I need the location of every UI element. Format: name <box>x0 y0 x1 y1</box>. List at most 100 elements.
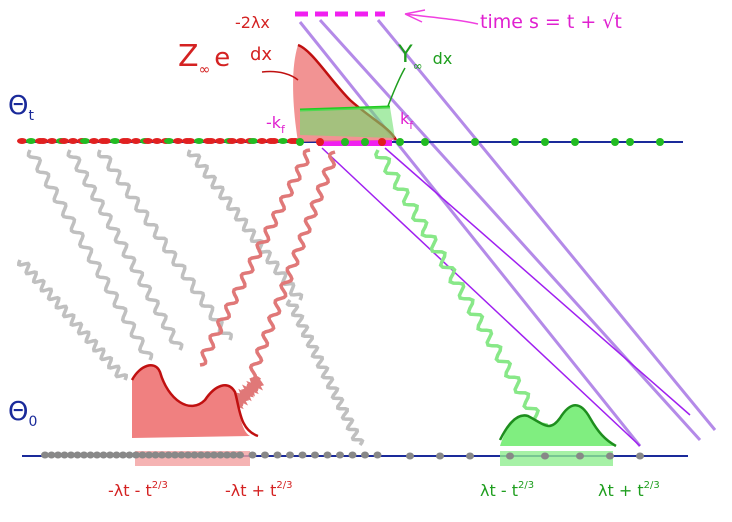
red-path <box>199 148 311 367</box>
particle <box>421 138 429 146</box>
particle <box>378 138 386 146</box>
particle <box>80 138 90 144</box>
z-e: e <box>214 43 230 73</box>
b4-label: λt + t2/3 <box>598 480 660 500</box>
particle <box>54 451 62 459</box>
b1-exp: 2/3 <box>152 480 168 491</box>
particle <box>68 138 78 144</box>
particle <box>361 451 369 459</box>
purple-line <box>384 147 691 416</box>
particle <box>138 451 147 459</box>
particle <box>197 451 205 459</box>
right-window <box>500 451 613 466</box>
gray-path <box>16 259 129 381</box>
particle <box>286 451 294 459</box>
y-main: Y <box>397 40 413 68</box>
particle <box>278 138 288 144</box>
z-dx: dx <box>250 44 272 65</box>
particle <box>152 138 162 144</box>
particle <box>215 138 225 144</box>
green-path <box>374 149 549 433</box>
b3-exp: 2/3 <box>518 480 534 491</box>
particle <box>273 451 282 459</box>
z-label: Z∞ e <box>178 39 230 78</box>
b4: λt + t <box>598 481 644 500</box>
gray-path <box>97 149 233 341</box>
particle <box>541 138 549 146</box>
particle <box>626 138 634 146</box>
particle <box>361 138 369 146</box>
particle <box>636 452 644 460</box>
particle <box>216 451 225 459</box>
red-path <box>248 150 337 382</box>
particle <box>184 451 192 459</box>
particle <box>60 451 69 459</box>
theta-0-sub: 0 <box>28 414 37 430</box>
particle <box>151 451 160 459</box>
particle <box>86 451 95 459</box>
particle <box>348 451 357 459</box>
particle <box>89 138 99 144</box>
particle <box>47 138 57 144</box>
neg-kf-label: -kf <box>266 113 286 136</box>
particle <box>125 451 134 459</box>
particle <box>541 452 549 460</box>
kf-label: kf <box>400 109 414 132</box>
z-exp: -2λx <box>235 13 270 32</box>
particle <box>436 452 444 460</box>
particle <box>611 138 619 146</box>
particle <box>236 451 244 459</box>
particle <box>171 451 179 459</box>
particle <box>606 452 614 460</box>
neg-kf: -k <box>266 113 282 132</box>
particle <box>194 138 204 144</box>
theta-t-label: Θt <box>8 91 34 124</box>
particle <box>227 138 237 144</box>
gray-path <box>285 298 365 447</box>
particle <box>26 138 36 144</box>
y-label: Y∞ dx <box>397 40 452 73</box>
particle <box>206 138 216 144</box>
bottom-left-density <box>132 365 250 438</box>
particle <box>229 451 238 459</box>
b4-exp: 2/3 <box>644 480 660 491</box>
particle <box>110 138 120 144</box>
particle <box>73 451 82 459</box>
purple-line <box>318 18 702 442</box>
b2-label: -λt + t2/3 <box>225 480 292 500</box>
particle <box>143 138 153 144</box>
particle <box>17 138 27 144</box>
particle <box>223 451 231 459</box>
particle <box>506 452 514 460</box>
particle <box>210 451 218 459</box>
particle <box>316 138 324 146</box>
particle <box>406 452 414 460</box>
particle <box>164 138 174 144</box>
particle <box>576 452 584 460</box>
particle <box>101 138 111 144</box>
particle <box>298 451 307 459</box>
particle <box>261 451 269 459</box>
time-label: time s = t + √t <box>480 11 622 33</box>
purple-line <box>321 147 641 447</box>
particle <box>41 451 49 459</box>
particle <box>248 451 257 459</box>
particle <box>106 451 114 459</box>
particle <box>67 451 75 459</box>
particle <box>112 451 121 459</box>
particle <box>173 138 183 144</box>
b3-label: λt - t2/3 <box>480 480 534 500</box>
particle <box>341 138 349 146</box>
b1-label: -λt - t2/3 <box>108 480 168 500</box>
bottom-left-curve <box>130 364 259 438</box>
neg-kf-sub: f <box>281 123 286 136</box>
particle <box>296 138 304 146</box>
particle <box>466 452 474 460</box>
particle <box>471 138 479 146</box>
particle <box>311 451 319 459</box>
b3: λt - t <box>480 481 518 500</box>
particle <box>93 451 101 459</box>
time-arrow <box>404 9 479 25</box>
purple-line <box>376 19 717 431</box>
